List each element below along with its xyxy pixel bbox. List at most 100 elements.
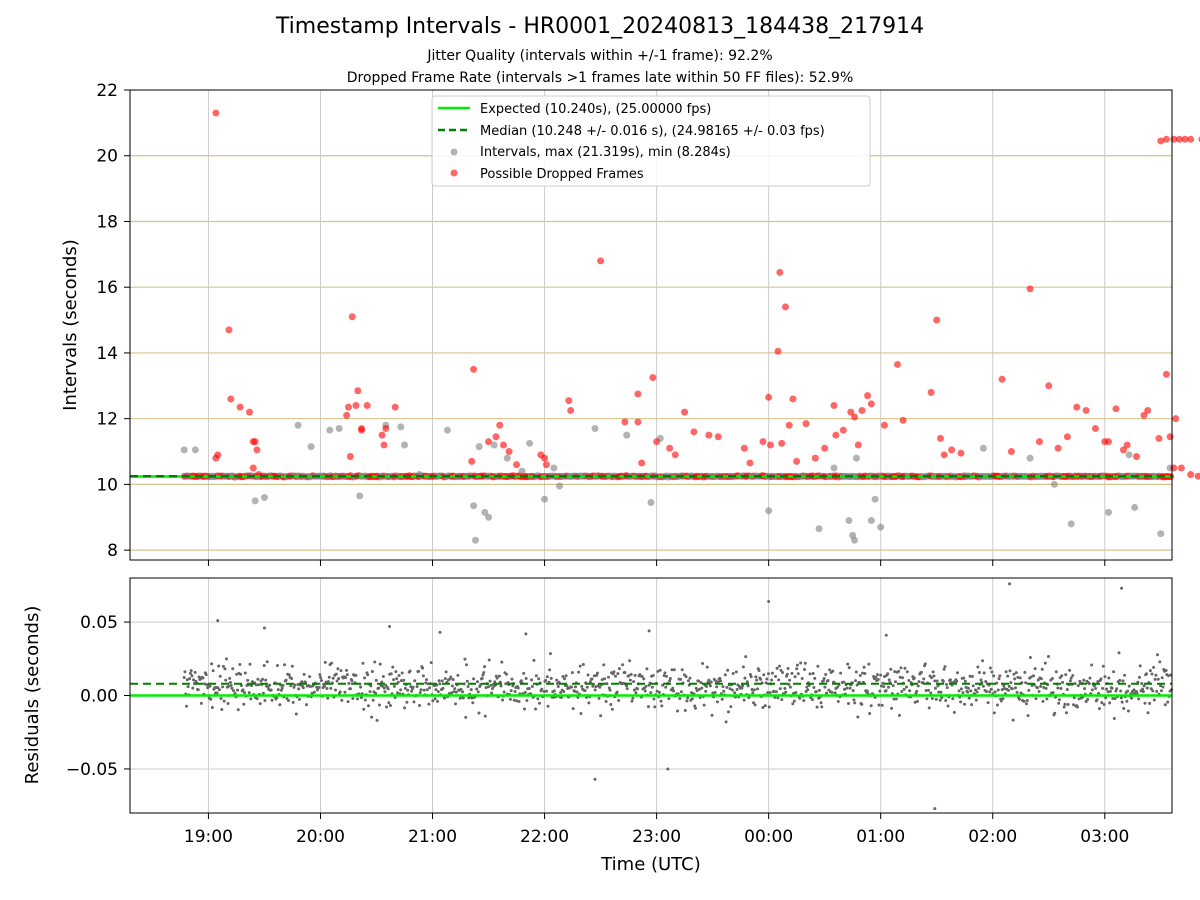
dropped-frame-point [1155, 434, 1163, 442]
residual-point [223, 667, 227, 671]
residual-point [933, 679, 937, 683]
residual-point [188, 677, 192, 681]
residual-point [343, 690, 347, 694]
residual-point [657, 690, 661, 694]
residual-point [745, 680, 749, 684]
residual-point [408, 669, 412, 673]
residual-point [344, 676, 348, 680]
residual-point [431, 699, 435, 703]
dropped-frame-point [346, 452, 354, 460]
residual-point [426, 682, 430, 686]
residual-point [405, 700, 409, 704]
interval-point [470, 502, 478, 510]
residual-point [592, 674, 596, 678]
interval-point [1105, 508, 1113, 516]
residual-point [996, 688, 1000, 692]
residual-point [1106, 690, 1110, 694]
residual-point [548, 668, 552, 672]
residual-point [729, 705, 733, 709]
residual-point [318, 673, 322, 677]
residual-point [865, 689, 869, 693]
residual-point [917, 680, 921, 684]
legend-intervals-swatch [450, 148, 458, 156]
residual-point [1002, 684, 1006, 688]
residual-point [678, 696, 682, 700]
residual-point [931, 670, 935, 674]
top-y-tick-label: 10 [96, 475, 118, 495]
residual-point [290, 664, 294, 668]
residual-point [882, 685, 886, 689]
residual-point [608, 688, 612, 692]
residual-point [1009, 681, 1013, 685]
residual-point [269, 688, 273, 692]
residual-point [730, 688, 734, 692]
residual-point [513, 690, 517, 694]
residual-point [787, 682, 791, 686]
residual-point [1064, 711, 1068, 715]
residual-point [1029, 675, 1033, 679]
residual-point [704, 684, 708, 688]
residual-point [925, 697, 929, 701]
residual-point [933, 807, 937, 811]
interval-point [471, 536, 479, 544]
residual-point [835, 685, 839, 689]
residual-point [375, 718, 379, 722]
dropped-frame-point [793, 457, 801, 465]
dropped-frame-point [567, 406, 575, 414]
residual-point [992, 711, 996, 715]
residual-point [434, 688, 438, 692]
residual-point [884, 633, 888, 637]
residual-point [628, 678, 632, 682]
residual-point [399, 688, 403, 692]
residual-point [302, 672, 306, 676]
residual-point [615, 690, 619, 694]
dropped-frame-point [880, 421, 888, 429]
residual-point [497, 674, 501, 678]
dropped-frame-point [1162, 135, 1170, 143]
residual-point [242, 702, 246, 706]
residual-point [578, 664, 582, 668]
interval-point [490, 441, 498, 449]
residual-point [751, 691, 755, 695]
residual-point [741, 684, 745, 688]
residual-point [941, 679, 945, 683]
residual-point [1077, 697, 1081, 701]
residual-point [856, 715, 860, 719]
residual-point [279, 688, 283, 692]
residual-point [511, 684, 515, 688]
x-tick-label: 19:00 [184, 827, 233, 847]
residual-point [860, 702, 864, 706]
interval-point [475, 443, 483, 451]
residual-point [435, 699, 439, 703]
residual-point [188, 671, 192, 675]
residual-point [695, 689, 699, 693]
residual-point [387, 701, 391, 705]
residual-point [594, 685, 598, 689]
residual-point [395, 677, 399, 681]
residual-point [312, 690, 316, 694]
residual-point [358, 682, 362, 686]
dropped-frame-point [597, 257, 605, 265]
dropped-frame-point [1073, 403, 1081, 411]
residual-point [606, 675, 610, 679]
residual-point [421, 674, 425, 678]
residual-point [770, 678, 774, 682]
residual-point [559, 696, 563, 700]
residual-point [191, 686, 195, 690]
residual-point [854, 670, 858, 674]
residual-point [454, 690, 458, 694]
residual-point [519, 679, 523, 683]
residual-point [660, 704, 664, 708]
residual-point [624, 684, 628, 688]
residual-point [786, 667, 790, 671]
residual-point [1090, 663, 1094, 667]
residual-point [1155, 689, 1159, 693]
top-y-tick-label: 14 [96, 344, 118, 364]
residual-point [700, 686, 704, 690]
residual-point [501, 698, 505, 702]
residual-point [1075, 705, 1079, 709]
residual-point [1062, 705, 1066, 709]
residual-point [470, 696, 474, 700]
residual-point [1046, 655, 1050, 659]
legend-expected-label: Expected (10.240s), (25.00000 fps) [480, 102, 711, 117]
